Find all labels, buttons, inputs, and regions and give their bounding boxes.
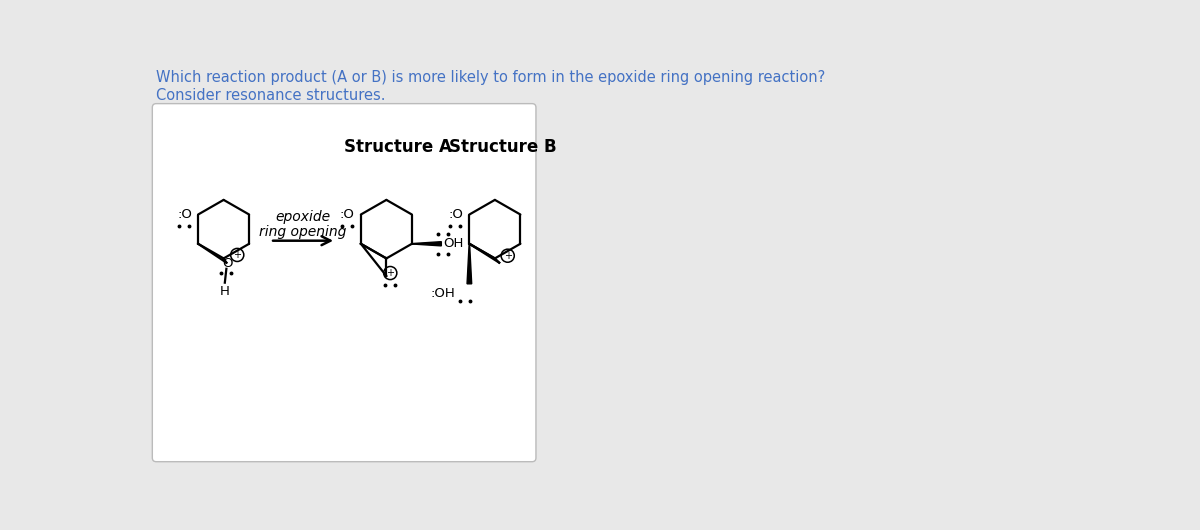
Text: :O: :O — [340, 208, 355, 221]
Text: H: H — [220, 285, 229, 298]
Text: :OH: :OH — [431, 287, 456, 300]
Text: Consider resonance structures.: Consider resonance structures. — [156, 88, 385, 103]
Text: O: O — [222, 257, 233, 270]
Text: :O: :O — [449, 208, 463, 221]
Text: +: + — [233, 250, 241, 260]
Text: Structure A: Structure A — [344, 138, 452, 156]
Text: Which reaction product (A or B) is more likely to form in the epoxide ring openi: Which reaction product (A or B) is more … — [156, 70, 826, 85]
Text: epoxide: epoxide — [276, 210, 331, 224]
Text: +: + — [386, 268, 395, 278]
Text: Structure B: Structure B — [449, 138, 557, 156]
Polygon shape — [467, 244, 472, 284]
FancyBboxPatch shape — [152, 104, 536, 462]
Polygon shape — [412, 242, 442, 246]
Text: :O: :O — [178, 208, 192, 221]
Text: +: + — [504, 251, 511, 261]
Text: ring opening: ring opening — [259, 225, 347, 239]
Text: OH: OH — [444, 237, 464, 250]
